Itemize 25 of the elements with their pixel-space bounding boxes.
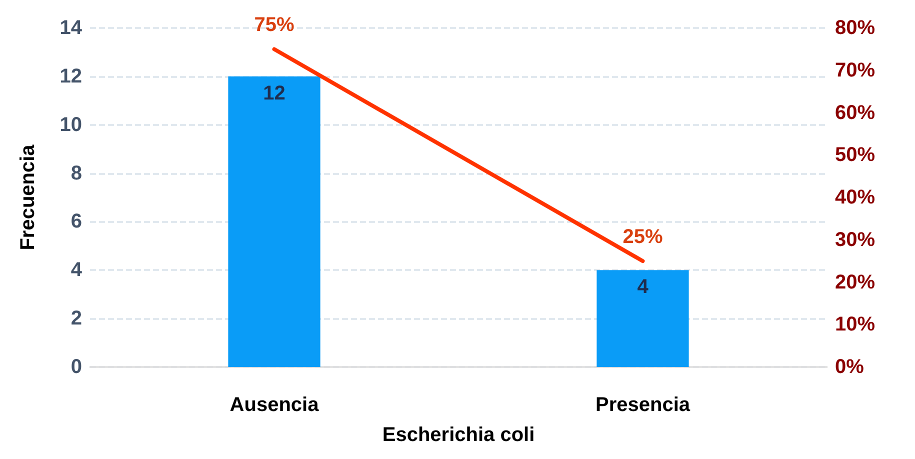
data-label: 25% xyxy=(622,226,663,248)
y-tick-label: 8 xyxy=(70,162,82,184)
y-tick-label: 14 xyxy=(60,17,83,39)
y-tick-label: 2 xyxy=(70,308,82,330)
y2-tick-label: 0% xyxy=(835,356,864,378)
y-tick-label: 10 xyxy=(60,114,82,136)
y-tick-label: 0 xyxy=(70,356,82,378)
data-label: 4 xyxy=(637,276,650,298)
y2-tick-label: 10% xyxy=(835,314,876,336)
y2-tick-label: 50% xyxy=(835,144,876,166)
y-axis-title: Frecuencia xyxy=(17,144,39,250)
data-label: 12 xyxy=(263,82,286,104)
x-tick-label: Ausencia xyxy=(230,394,320,416)
y2-tick-label: 80% xyxy=(835,17,876,39)
y-tick-label: 12 xyxy=(60,65,82,88)
x-axis-title: Escherichia coli xyxy=(382,424,535,446)
y-tick-label: 6 xyxy=(70,210,82,233)
y-tick-label: 4 xyxy=(70,259,83,282)
data-label: 75% xyxy=(254,14,294,36)
y2-tick-label: 40% xyxy=(835,186,876,208)
x-tick-label: Presencia xyxy=(595,394,691,416)
y2-tick-label: 60% xyxy=(835,102,876,124)
y2-tick-label: 70% xyxy=(835,59,876,82)
y2-tick-label: 30% xyxy=(835,228,876,251)
y2-tick-label: 20% xyxy=(835,271,876,294)
